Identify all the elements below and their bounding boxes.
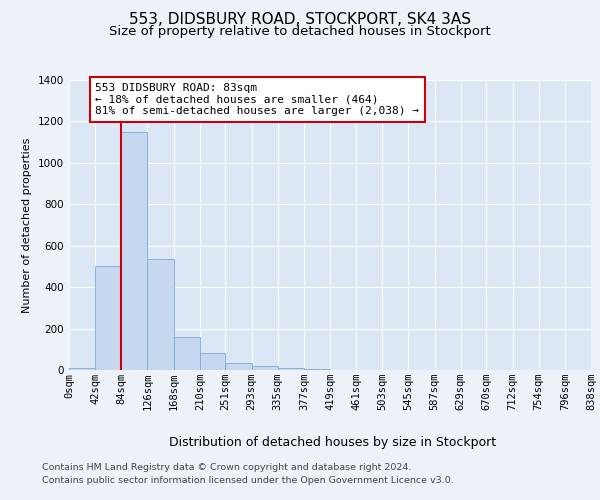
Bar [278,368,304,370]
Bar [226,363,251,370]
Text: Distribution of detached houses by size in Stockport: Distribution of detached houses by size … [169,436,497,449]
Text: Size of property relative to detached houses in Stockport: Size of property relative to detached ho… [109,25,491,38]
Text: Contains public sector information licensed under the Open Government Licence v3: Contains public sector information licen… [42,476,454,485]
Bar [200,354,226,370]
Text: 553, DIDSBURY ROAD, STOCKPORT, SK4 3AS: 553, DIDSBURY ROAD, STOCKPORT, SK4 3AS [129,12,471,28]
Bar [121,132,148,370]
Bar [95,266,121,370]
Text: 553 DIDSBURY ROAD: 83sqm
← 18% of detached houses are smaller (464)
81% of semi-: 553 DIDSBURY ROAD: 83sqm ← 18% of detach… [95,83,419,116]
Bar [148,259,173,370]
Y-axis label: Number of detached properties: Number of detached properties [22,138,32,312]
Bar [69,368,95,370]
Bar [173,337,200,370]
Bar [251,366,278,370]
Text: Contains HM Land Registry data © Crown copyright and database right 2024.: Contains HM Land Registry data © Crown c… [42,464,412,472]
